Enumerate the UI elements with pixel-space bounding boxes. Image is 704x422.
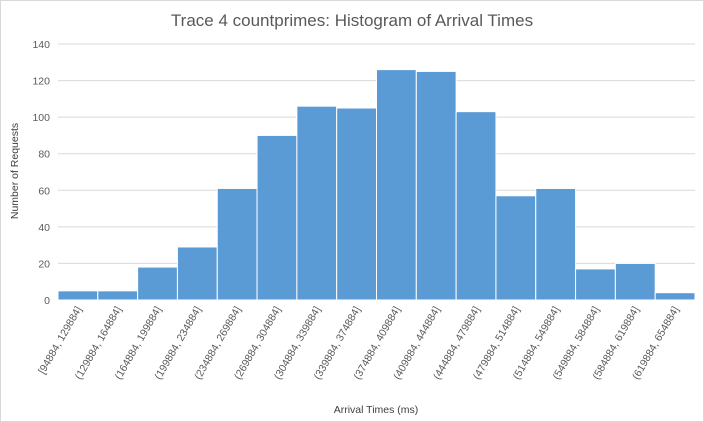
histogram-bar <box>654 292 696 301</box>
histogram-bar <box>256 134 298 301</box>
histogram-bar <box>57 290 99 301</box>
chart-title: Trace 4 countprimes: Histogram of Arriva… <box>171 11 533 30</box>
y-tick-label: 80 <box>38 149 50 161</box>
histogram-bar <box>176 246 218 301</box>
y-tick-label: 20 <box>38 258 50 270</box>
histogram-bar <box>376 69 417 301</box>
histogram-bar <box>296 105 338 301</box>
y-tick-label: 40 <box>38 222 50 234</box>
histogram-bar <box>216 187 258 301</box>
histogram-bar <box>495 195 537 301</box>
y-tick-label: 60 <box>38 185 50 197</box>
x-tick-labels: [94884, 129884](129884, 164884](164884, … <box>36 304 682 381</box>
y-axis-title: Number of Requests <box>9 123 21 219</box>
histogram-bar <box>535 187 577 301</box>
x-axis-title: Arrival Times (ms) <box>334 404 419 416</box>
histogram-bar <box>336 107 377 301</box>
histogram-bar <box>575 268 616 301</box>
y-tick-label: 100 <box>32 112 50 124</box>
y-tick-label: 0 <box>44 295 50 307</box>
histogram-bar <box>415 70 457 301</box>
histogram-bar <box>614 262 656 301</box>
histogram-bar <box>455 111 497 301</box>
x-tick-label: [94884, 129884] <box>36 304 84 376</box>
y-tick-labels: 0 20 40 60 80 100 120 140 <box>32 39 50 307</box>
histogram-bar <box>137 266 178 301</box>
histogram-bar <box>97 290 139 301</box>
bars <box>57 69 696 301</box>
y-tick-label: 140 <box>32 39 50 51</box>
y-tick-label: 120 <box>32 76 50 88</box>
